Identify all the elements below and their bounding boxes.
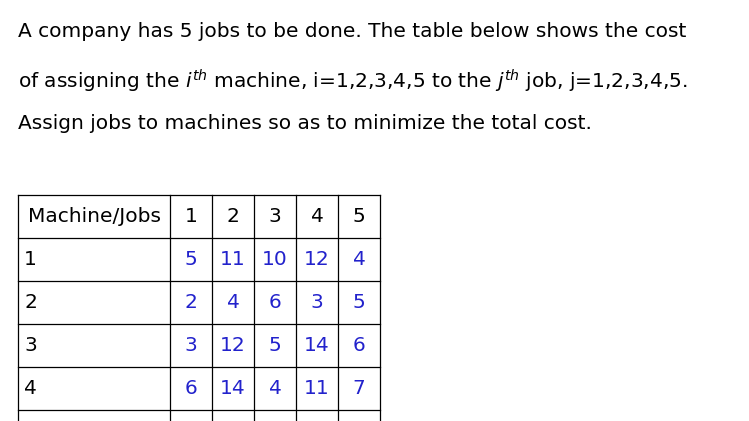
Text: 6: 6 xyxy=(184,379,198,398)
Text: 14: 14 xyxy=(220,379,246,398)
Text: 6: 6 xyxy=(269,293,282,312)
Text: 1: 1 xyxy=(184,207,198,226)
Text: 6: 6 xyxy=(353,336,366,355)
Text: 10: 10 xyxy=(262,250,288,269)
Text: 2: 2 xyxy=(226,207,240,226)
Text: 14: 14 xyxy=(304,336,330,355)
Text: 3: 3 xyxy=(311,293,324,312)
Text: 4: 4 xyxy=(269,379,282,398)
Text: 11: 11 xyxy=(220,250,246,269)
Text: 5: 5 xyxy=(269,336,282,355)
Text: 7: 7 xyxy=(353,379,366,398)
Text: 4: 4 xyxy=(311,207,324,226)
Text: 12: 12 xyxy=(304,250,330,269)
Text: 3: 3 xyxy=(269,207,282,226)
Text: 5: 5 xyxy=(184,250,198,269)
Text: 5: 5 xyxy=(353,293,366,312)
Text: 4: 4 xyxy=(24,379,37,398)
Text: of assigning the $i^{th}$ machine, i=1,2,3,4,5 to the $j^{th}$ job, j=1,2,3,4,5.: of assigning the $i^{th}$ machine, i=1,2… xyxy=(18,68,688,95)
Text: A company has 5 jobs to be done. The table below shows the cost: A company has 5 jobs to be done. The tab… xyxy=(18,22,686,41)
Text: 2: 2 xyxy=(184,293,198,312)
Text: 4: 4 xyxy=(226,293,240,312)
Text: 11: 11 xyxy=(304,379,330,398)
Text: Assign jobs to machines so as to minimize the total cost.: Assign jobs to machines so as to minimiz… xyxy=(18,114,592,133)
Text: 12: 12 xyxy=(220,336,246,355)
Text: 1: 1 xyxy=(24,250,37,269)
Text: 5: 5 xyxy=(353,207,366,226)
Text: 3: 3 xyxy=(184,336,198,355)
Text: 4: 4 xyxy=(353,250,366,269)
Text: 2: 2 xyxy=(24,293,37,312)
Text: 3: 3 xyxy=(24,336,37,355)
Text: Machine/Jobs: Machine/Jobs xyxy=(28,207,160,226)
